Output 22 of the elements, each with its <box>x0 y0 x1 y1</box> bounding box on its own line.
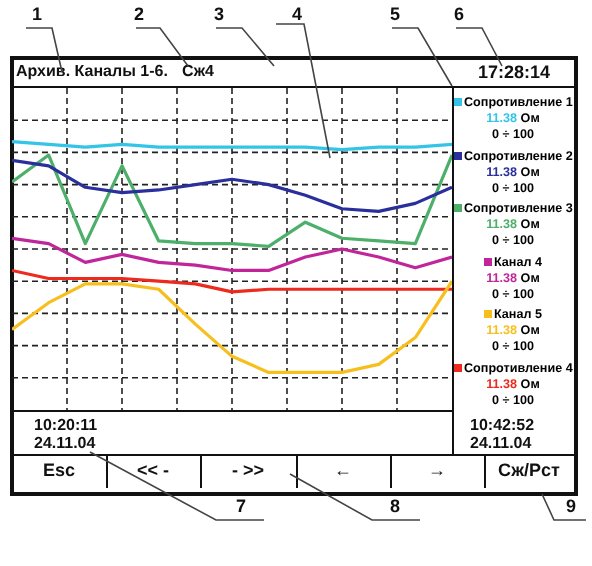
text: ← <box>332 460 354 480</box>
text: 7 <box>236 496 247 516</box>
text: Архив. Каналы 1-6. <box>16 62 168 80</box>
text: 5 <box>390 4 401 24</box>
text: 4 <box>292 4 303 24</box>
text: 1 <box>32 4 43 24</box>
text: 6 <box>454 4 465 24</box>
text: << - <box>134 460 171 480</box>
text: Esc <box>40 460 77 480</box>
text: 10:42:52 <box>470 416 535 434</box>
text: Сж4 <box>182 62 214 80</box>
text: Сж/Рст <box>496 460 562 480</box>
text: - >> <box>229 460 266 480</box>
text: 3 <box>214 4 225 24</box>
text: 10:20:11 <box>34 416 98 434</box>
text: 17:28:14 <box>478 62 551 82</box>
text: 24.11.04 <box>34 434 96 452</box>
text: 9 <box>566 496 577 516</box>
text: 2 <box>134 4 145 24</box>
text: 8 <box>390 496 401 516</box>
text: 24.11.04 <box>470 434 532 452</box>
text: → <box>426 460 448 480</box>
